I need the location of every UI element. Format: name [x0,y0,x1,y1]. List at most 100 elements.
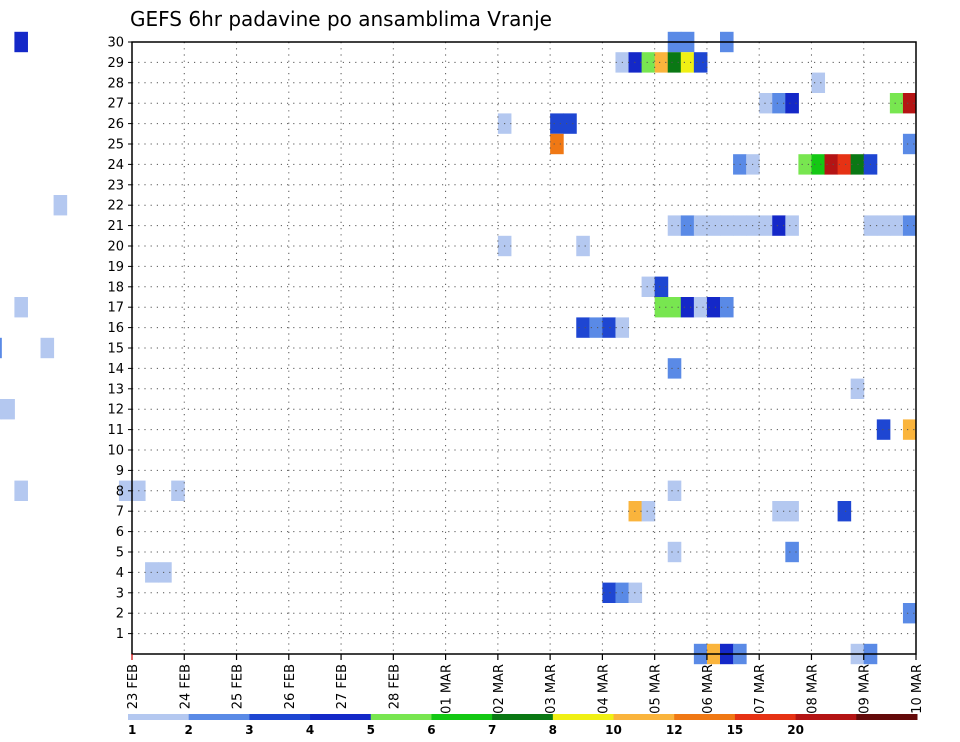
legend-label: 6 [427,723,435,737]
x-tick-label: 25 FEB [231,664,246,709]
heatmap-cell [693,215,708,236]
heatmap-cell [811,154,826,175]
heatmap-cell [14,297,28,318]
heatmap-cell [680,297,695,318]
heatmap-cell [0,337,2,359]
y-tick-label: 12 [107,403,124,418]
heatmap-cell [785,501,799,522]
heatmap-cell [654,276,669,297]
heatmap-cell [680,215,695,236]
heatmap-cell [550,113,564,134]
y-tick-label: 26 [107,117,124,132]
x-tick-label: 03 MAR [544,664,559,714]
legend-swatch [249,714,311,720]
heatmap-cell [837,154,852,175]
heatmap-cell [772,93,786,114]
heatmap-cell [550,133,564,155]
heatmap-cell [706,215,721,236]
heatmap-cell [14,480,28,501]
legend-swatch [370,714,432,720]
y-tick-label: 20 [107,240,124,255]
heatmap-cell [576,317,590,338]
legend-label: 20 [787,723,804,737]
x-tick-label: 08 MAR [805,664,820,714]
y-tick-label: 22 [107,199,124,214]
heatmap-cell [720,297,734,318]
heatmap-cell [641,501,656,522]
legend-swatch [310,714,372,720]
legend-label: 8 [549,723,557,737]
chart-title: GEFS 6hr padavine po ansamblima Vranje [130,7,552,31]
heatmap-cell [785,215,799,236]
heatmap-cell [785,541,799,563]
y-tick-label: 10 [107,444,124,459]
heatmap-cell [667,480,682,501]
y-tick-label: 28 [107,76,124,91]
heatmap-cell [680,52,695,73]
heatmap-cell [889,215,904,236]
x-tick-label: 24 FEB [178,664,193,709]
heatmap-cell [811,72,826,93]
y-tick-label: 8 [116,484,124,499]
y-tick-label: 2 [116,607,124,622]
y-tick-label: 15 [107,342,124,357]
x-tick-label: 28 FEB [387,664,402,709]
color-legend: 1 2 3 4 5 6 7 8 10 12 15 20 [128,714,918,737]
y-tick-label: 27 [107,97,124,112]
gridlines [132,42,916,654]
y-tick-label: 24 [107,158,124,173]
heatmap-cell [902,133,917,155]
heatmap-cell [889,93,904,114]
y-tick-label: 18 [107,280,124,295]
heatmap-cell [785,93,799,114]
heatmap-cell [40,337,55,359]
heatmap-cell [654,52,669,73]
heatmap-cell [0,399,2,420]
heatmap-cell [693,297,708,318]
x-tick-label: 10 MAR [910,664,925,714]
y-tick-label: 25 [107,138,124,153]
y-axis-ticks: 1234567891011121314151617181920212223242… [107,36,132,642]
heatmap-cell [720,215,734,236]
heatmap-cell [145,562,159,583]
x-tick-label: 06 MAR [701,664,716,714]
heatmap-cells [0,31,917,665]
legend-label: 12 [666,723,683,737]
heatmap-cell [641,52,656,73]
x-tick-label: 27 FEB [335,664,350,709]
y-tick-label: 5 [116,546,124,561]
x-tick-label: 09 MAR [858,664,873,714]
heatmap-cell [824,154,839,175]
y-tick-label: 3 [116,586,124,601]
y-tick-label: 29 [107,56,124,71]
x-tick-label: 07 MAR [753,664,768,714]
x-tick-label: 26 FEB [283,664,298,709]
heatmap-cell [14,31,28,53]
legend-swatch [734,714,797,720]
legend-swatch [552,714,615,720]
legend-swatch [492,714,554,720]
heatmap-cell [772,215,786,236]
heatmap-cell [876,215,891,236]
heatmap-cell [1,399,15,420]
legend-swatch [674,714,736,720]
x-axis-ticks: 23 FEB 24 FEB 25 FEB 26 FEB 27 FEB 28 FEB 01 M… [126,654,925,714]
heatmap-cell [902,419,917,440]
y-tick-label: 7 [116,505,124,520]
heatmap-cell [602,317,616,338]
x-tick-label: 02 MAR [492,664,507,714]
heatmap-cell [798,154,812,175]
heatmap-cell [772,501,786,522]
heatmap-cell [667,215,682,236]
heatmap-cell [837,501,852,522]
legend-swatch [188,714,250,720]
heatmap-cell [693,52,708,73]
legend-label: 1 [128,723,136,737]
x-tick-label: 05 MAR [649,664,664,714]
heatmap-cell [902,93,917,114]
legend-swatch [613,714,675,720]
y-tick-label: 9 [116,464,124,479]
x-tick-label: 01 MAR [440,664,455,714]
heatmap-cell [902,603,917,624]
heatmap-cell [53,195,68,216]
